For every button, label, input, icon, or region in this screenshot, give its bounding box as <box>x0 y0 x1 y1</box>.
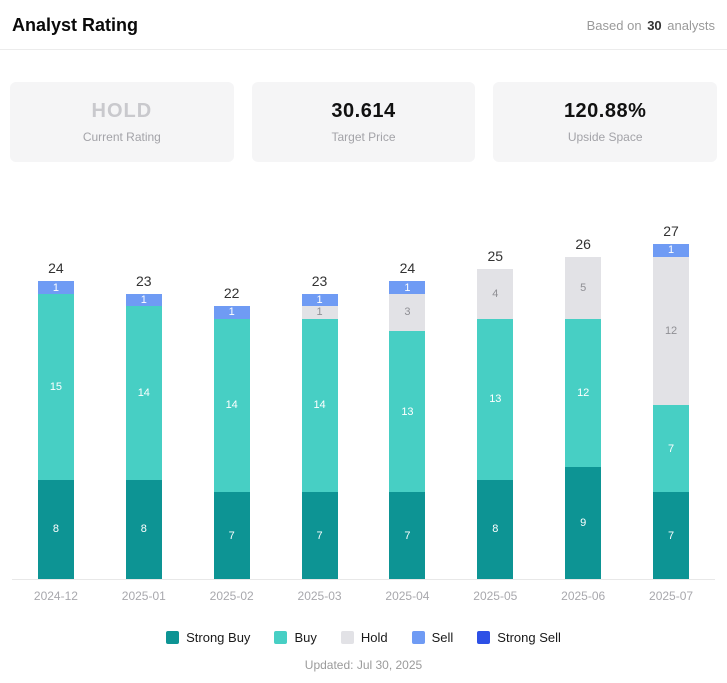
legend-item[interactable]: Strong Buy <box>166 630 250 645</box>
bar-segment: 8 <box>37 479 74 579</box>
bar-stack: 7 13 3 1 <box>389 281 426 579</box>
bar-segment: 8 <box>477 479 514 579</box>
bar-stack: 8 15 1 <box>37 281 74 579</box>
chart-legend: Strong Buy Buy Hold Sell Strong Sell <box>0 630 727 645</box>
bar-stack: 8 14 1 <box>125 293 162 579</box>
current-rating-label: Current Rating <box>82 130 161 144</box>
legend-label: Strong Buy <box>186 630 251 645</box>
legend-marker-icon <box>274 631 288 644</box>
target-price-value: 30.614 <box>331 100 396 122</box>
plot-area: 24 8 15 1 23 8 14 1 22 7 14 1 23 7 14 1 1 24 7 13 3 1 25 8 13 4 26… <box>12 208 715 580</box>
bar-total-label: 23 <box>311 272 328 289</box>
bar-total-label: 24 <box>399 260 416 277</box>
bar-stack: 9 12 5 <box>565 256 602 579</box>
bar-stack: 7 14 1 <box>213 306 250 579</box>
bar-segment: 7 <box>389 492 426 579</box>
upside-space-card: 120.88% Upside Space <box>493 82 718 162</box>
legend-marker-icon <box>411 631 425 644</box>
analyst-count-text: Based on 30 analysts <box>587 18 715 33</box>
bar-segment: 1 <box>213 306 250 319</box>
x-axis-label: 2024-12 <box>33 589 78 603</box>
bar-column: 22 7 14 1 <box>188 285 276 579</box>
bar-segment: 1 <box>389 281 426 294</box>
current-rating-card: HOLD Current Rating <box>10 82 234 162</box>
bar-segment: 14 <box>213 318 250 493</box>
bar-total-label: 26 <box>575 235 591 252</box>
bar-segment: 14 <box>125 306 162 480</box>
bar-segment: 1 <box>653 244 690 257</box>
bar-column: 24 8 15 1 <box>12 260 100 579</box>
based-on-prefix: Based on <box>586 18 642 33</box>
analyst-count: 30 <box>647 18 662 33</box>
bar-total-label: 22 <box>223 285 240 302</box>
legend-label: Buy <box>294 630 317 645</box>
bar-segment: 7 <box>653 492 690 579</box>
x-axis-label: 2025-02 <box>209 589 254 603</box>
bar-segment: 14 <box>301 318 338 493</box>
updated-timestamp: Updated: Jul 30, 2025 <box>304 658 423 672</box>
x-axis-label: 2025-07 <box>649 589 694 603</box>
based-on-suffix: analysts <box>667 18 715 33</box>
legend-marker-icon <box>340 631 354 644</box>
bar-column: 27 7 7 12 1 <box>627 223 715 579</box>
legend-label: Sell <box>431 630 454 645</box>
bar-segment: 1 <box>125 293 162 307</box>
x-axis-label: 2025-05 <box>473 589 518 603</box>
bar-column: 23 7 14 1 1 <box>276 273 364 579</box>
bar-column: 25 8 13 4 <box>451 248 539 579</box>
bar-stack: 7 14 1 1 <box>301 293 338 579</box>
stat-cards: HOLD Current Rating 30.614 Target Price … <box>10 82 718 162</box>
x-axis-label: 2025-03 <box>297 589 342 603</box>
bar-segment: 13 <box>389 331 426 493</box>
legend-item[interactable]: Buy <box>274 630 317 645</box>
legend-item[interactable]: Hold <box>340 630 388 645</box>
bar-segment: 7 <box>301 492 338 579</box>
bar-stack: 7 7 12 1 <box>653 244 690 579</box>
bar-total-label: 27 <box>663 223 679 240</box>
bar-total-label: 23 <box>136 272 152 289</box>
x-axis-label: 2025-01 <box>121 589 166 603</box>
bar-segment: 1 <box>301 293 338 307</box>
bar-segment: 7 <box>213 492 250 579</box>
legend-item[interactable]: Strong Sell <box>477 630 561 645</box>
bar-segment: 7 <box>653 405 690 493</box>
upside-space-label: Upside Space <box>567 130 643 144</box>
x-axis-label: 2025-06 <box>561 589 606 603</box>
x-axis-labels: 2024-12 2025-01 2025-02 2025-03 2025-04 2025-… <box>12 589 715 603</box>
bar-total-label: 24 <box>48 260 64 277</box>
current-rating-value: HOLD <box>91 100 153 122</box>
legend-item[interactable]: Sell <box>411 630 454 645</box>
x-axis-label: 2025-04 <box>385 589 430 603</box>
target-price-card: 30.614 Target Price <box>251 82 476 162</box>
bar-segment: 1 <box>37 281 74 294</box>
bar-stack: 8 13 4 <box>477 269 514 579</box>
bar-column: 23 8 14 1 <box>100 273 188 579</box>
bar-segment: 12 <box>653 256 690 406</box>
bar-segment: 5 <box>565 256 602 319</box>
bar-total-label: 25 <box>487 248 504 265</box>
bar-segment: 8 <box>125 479 162 579</box>
bar-chart: 24 8 15 1 23 8 14 1 22 7 14 1 23 7 14 1 1 24 7 13 3 1 25 8 13 4 26… <box>12 208 715 603</box>
widget-header: Analyst Rating Based on 30 analysts <box>0 0 727 50</box>
page-title: Analyst Rating <box>12 15 139 35</box>
bar-segment: 13 <box>477 318 514 480</box>
upside-space-value: 120.88% <box>563 100 647 122</box>
bar-segment: 12 <box>565 318 602 468</box>
bar-segment: 3 <box>389 293 426 332</box>
legend-marker-icon <box>166 631 180 644</box>
bar-segment: 4 <box>477 269 514 319</box>
bar-column: 26 9 12 5 <box>539 236 627 579</box>
bar-segment: 1 <box>301 306 338 319</box>
legend-label: Hold <box>360 630 388 645</box>
bar-segment: 15 <box>37 293 74 480</box>
bar-column: 24 7 13 3 1 <box>364 260 452 579</box>
target-price-label: Target Price <box>331 130 396 144</box>
legend-marker-icon <box>477 631 491 644</box>
bar-segment: 9 <box>565 467 602 579</box>
legend-label: Strong Sell <box>497 630 561 645</box>
